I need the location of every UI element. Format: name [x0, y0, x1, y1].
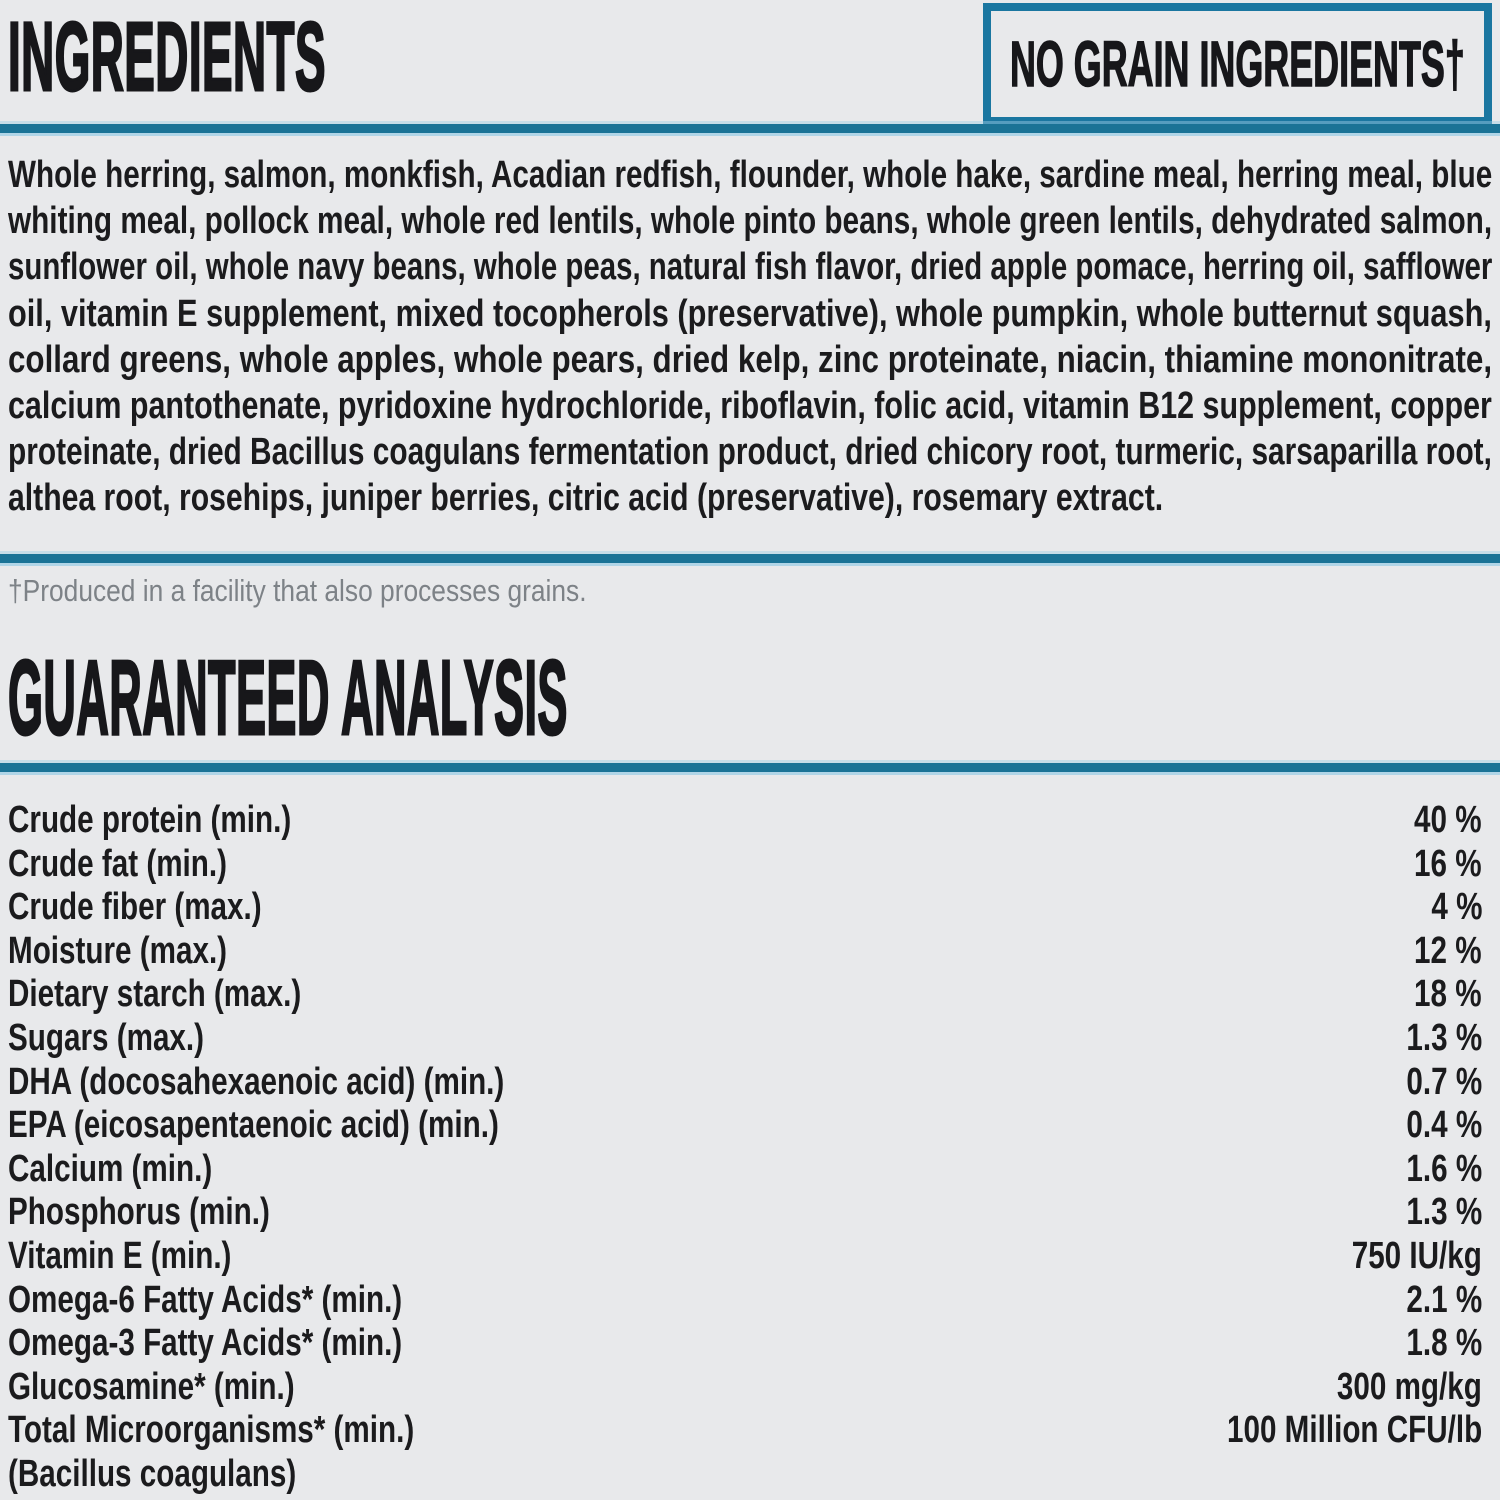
- analysis-table-row: Total Microorganisms* (min.) 100 Million …: [8, 1409, 1482, 1453]
- ingredients-title-text: INGREDIENTS: [7, 2, 326, 111]
- ingredients-line-text: collard greens, whole apples, whole pear…: [8, 338, 1493, 381]
- analysis-row-value: 0.7 %: [1406, 1060, 1482, 1103]
- ingredients-line-text: Whole herring, salmon, monkfish, Acadian…: [8, 154, 1493, 196]
- analysis-row-label: Vitamin E (min.): [8, 1234, 232, 1277]
- divider-top: [0, 124, 1500, 133]
- analysis-row-label: Calcium (min.): [8, 1147, 213, 1190]
- guaranteed-analysis-heading: GUARANTEED ANALYSIS: [7, 639, 1327, 757]
- ingredients-line: althea root, rosehips, juniper berries, …: [8, 475, 1492, 521]
- analysis-row-label: DHA (docosahexaenoic acid) (min.): [8, 1060, 505, 1103]
- analysis-row-label: (Bacillus coagulans): [8, 1452, 297, 1495]
- ingredients-line-text: whiting meal, pollock meal, whole red le…: [8, 200, 1493, 243]
- analysis-table-row: Crude fiber (max.) 4 %: [8, 886, 1482, 930]
- ingredients-line: calcium pantothenate, pyridoxine hydroch…: [8, 383, 1492, 429]
- ingredients-line: oil, vitamin E supplement, mixed tocophe…: [8, 291, 1492, 337]
- analysis-row-label: Moisture (max.): [8, 929, 228, 972]
- analysis-table-row: Phosphorus (min.) 1.3 %: [8, 1191, 1482, 1235]
- analysis-row-label: Omega-6 Fatty Acids* (min.): [8, 1278, 403, 1321]
- ingredients-line: proteinate, dried Bacillus coagulans fer…: [8, 429, 1492, 475]
- analysis-table-row: Dietary starch (max.) 18 %: [8, 973, 1482, 1017]
- ingredients-line-text: sunflower oil, whole navy beans, whole p…: [8, 246, 1493, 289]
- analysis-table-row: Omega-3 Fatty Acids* (min.) 1.8 %: [8, 1322, 1482, 1366]
- analysis-row-value: 40 %: [1414, 799, 1482, 841]
- analysis-row-label: Phosphorus (min.): [8, 1191, 270, 1234]
- analysis-row-value: 1.3 %: [1406, 1016, 1482, 1059]
- analysis-table-row: DHA (docosahexaenoic acid) (min.) 0.7 %: [8, 1061, 1482, 1105]
- analysis-row-value: 0.4 %: [1406, 1104, 1482, 1147]
- analysis-row-label: Sugars (max.): [8, 1016, 205, 1059]
- divider-middle: [0, 554, 1500, 563]
- analysis-table-row: EPA (eicosapentaenoic acid) (min.) 0.4 %: [8, 1104, 1482, 1148]
- analysis-table-row: Crude fat (min.) 16 %: [8, 843, 1482, 887]
- analysis-row-label: Total Microorganisms* (min.): [8, 1409, 415, 1452]
- analysis-table-row: Sugars (max.) 1.3 %: [8, 1017, 1482, 1061]
- analysis-row-value: 100 Million CFU/lb: [1226, 1409, 1482, 1452]
- analysis-row-label: Crude protein (min.): [8, 799, 292, 841]
- divider-analysis: [0, 763, 1500, 772]
- ingredients-line: sunflower oil, whole navy beans, whole p…: [8, 244, 1492, 290]
- analysis-row-value: 1.8 %: [1406, 1322, 1482, 1365]
- analysis-row-value: 300 mg/kg: [1337, 1365, 1482, 1408]
- analysis-row-label: Glucosamine* (min.): [8, 1365, 295, 1408]
- analysis-row-value: 750 IU/kg: [1351, 1234, 1482, 1277]
- ingredients-line: collard greens, whole apples, whole pear…: [8, 337, 1492, 383]
- analysis-table-row: Crude protein (min.) 40 %: [8, 799, 1482, 843]
- ingredients-line: whiting meal, pollock meal, whole red le…: [8, 198, 1492, 244]
- analysis-row-label: EPA (eicosapentaenoic acid) (min.): [8, 1104, 499, 1147]
- analysis-row-label: Crude fat (min.): [8, 842, 228, 885]
- no-grain-badge: NO GRAIN INGREDIENTS†: [983, 3, 1492, 125]
- ingredients-line-text: calcium pantothenate, pyridoxine hydroch…: [8, 384, 1492, 427]
- analysis-table-row: Omega-6 Fatty Acids* (min.) 2.1 %: [8, 1279, 1482, 1323]
- analysis-row-value: 2.1 %: [1406, 1278, 1482, 1321]
- no-grain-badge-label: NO GRAIN INGREDIENTS†: [1010, 28, 1466, 100]
- guaranteed-analysis-title-text: GUARANTEED ANALYSIS: [7, 639, 568, 757]
- analysis-row-label: Dietary starch (max.): [8, 973, 302, 1016]
- analysis-row-value: 1.3 %: [1406, 1191, 1482, 1234]
- analysis-row-label: Omega-3 Fatty Acids* (min.): [8, 1322, 403, 1365]
- analysis-table-row: Calcium (min.) 1.6 %: [8, 1148, 1482, 1192]
- analysis-row-value: 18 %: [1414, 973, 1482, 1016]
- analysis-table-row: Glucosamine* (min.) 300 mg/kg: [8, 1366, 1482, 1410]
- analysis-row-value: 12 %: [1414, 929, 1482, 972]
- grain-facility-footnote: †Produced in a facility that also proces…: [8, 573, 689, 608]
- ingredients-line-text: proteinate, dried Bacillus coagulans fer…: [8, 431, 1492, 474]
- analysis-table-row: (Bacillus coagulans): [8, 1453, 1482, 1497]
- ingredients-section-heading: INGREDIENTS: [7, 2, 682, 111]
- analysis-row-value: 16 %: [1414, 842, 1482, 885]
- ingredients-line-text: oil, vitamin E supplement, mixed tocophe…: [8, 292, 1492, 335]
- guaranteed-analysis-table: Crude protein (min.) 40 % Crude fat (min.)…: [8, 799, 1482, 1497]
- analysis-table-row: Moisture (max.) 12 %: [8, 930, 1482, 974]
- analysis-row-label: Crude fiber (max.): [8, 886, 262, 929]
- analysis-row-value: 1.6 %: [1406, 1147, 1482, 1190]
- footnote-text: †Produced in a facility that also proces…: [8, 573, 587, 608]
- analysis-row-value: 4 %: [1430, 886, 1482, 929]
- ingredients-paragraph: Whole herring, salmon, monkfish, Acadian…: [8, 152, 1492, 522]
- ingredients-line: Whole herring, salmon, monkfish, Acadian…: [8, 152, 1492, 198]
- analysis-table-row: Vitamin E (min.) 750 IU/kg: [8, 1235, 1482, 1279]
- ingredients-line-text: althea root, rosehips, juniper berries, …: [8, 477, 1164, 520]
